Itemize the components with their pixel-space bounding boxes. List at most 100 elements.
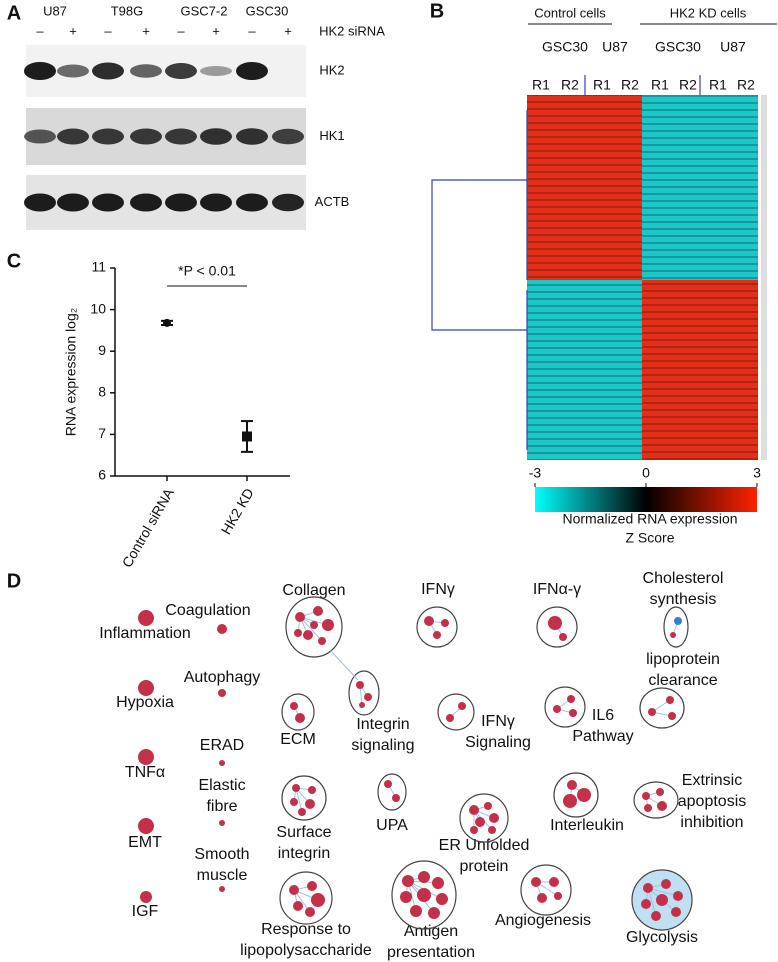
heatmap-block xyxy=(642,95,758,280)
band xyxy=(165,128,197,145)
sign: + xyxy=(142,23,150,38)
cell-line: GSC30 xyxy=(542,39,588,55)
cluster xyxy=(279,871,333,925)
band xyxy=(272,128,304,145)
term-label: fibre xyxy=(206,798,237,815)
sign: + xyxy=(69,23,77,38)
cell-line: U87 xyxy=(602,39,628,55)
node xyxy=(643,883,653,893)
cluster-outline xyxy=(536,606,578,648)
cluster-outline xyxy=(639,687,685,729)
sign: – xyxy=(104,23,112,38)
node xyxy=(569,709,577,717)
node xyxy=(484,802,492,810)
heatmap-block xyxy=(642,280,758,460)
node xyxy=(418,871,430,883)
cluster-outline xyxy=(285,596,343,658)
replicate: R2 xyxy=(737,77,755,93)
single-node xyxy=(219,886,225,892)
cluster xyxy=(285,596,343,658)
node xyxy=(294,629,302,637)
point xyxy=(242,431,252,442)
band xyxy=(130,128,162,145)
term-label: Pathway xyxy=(572,728,633,745)
node xyxy=(670,632,676,638)
term-label: integrin xyxy=(278,845,330,862)
sign: – xyxy=(177,23,185,38)
node xyxy=(648,708,656,716)
node xyxy=(289,885,299,895)
band xyxy=(57,128,89,145)
node xyxy=(458,702,466,710)
node xyxy=(318,637,326,645)
node xyxy=(668,712,676,720)
heatmap-block xyxy=(527,95,642,280)
node xyxy=(656,788,664,796)
cluster-outline xyxy=(377,773,407,811)
term-label: ECM xyxy=(280,731,316,748)
node xyxy=(644,804,652,812)
replicate: R2 xyxy=(561,77,579,93)
band xyxy=(24,193,56,212)
node xyxy=(559,633,567,641)
node xyxy=(436,893,448,905)
node xyxy=(307,881,317,891)
band xyxy=(57,193,89,212)
cluster-outline xyxy=(544,686,586,728)
band xyxy=(92,62,124,80)
term-label: muscle xyxy=(197,867,248,884)
term-label: Cholesterol xyxy=(643,570,724,587)
colorbar-tick-label: 3 xyxy=(753,465,761,481)
band xyxy=(236,128,268,145)
term-label: Surface xyxy=(276,824,331,841)
node xyxy=(488,826,496,834)
term-label: Interleukin xyxy=(550,817,624,834)
cluster xyxy=(281,693,315,731)
cluster-outline xyxy=(279,871,333,925)
node xyxy=(424,616,434,626)
node xyxy=(641,899,651,909)
node xyxy=(673,891,683,901)
point xyxy=(163,318,171,327)
single-node xyxy=(138,680,154,696)
cluster-outline xyxy=(348,670,380,716)
cluster-outline xyxy=(633,781,679,819)
node xyxy=(290,798,298,806)
node xyxy=(305,907,315,917)
term-label: presentation xyxy=(387,944,475,961)
node xyxy=(432,877,444,889)
single-node xyxy=(217,624,227,634)
node xyxy=(470,826,478,834)
term-label: Coagulation xyxy=(165,602,250,619)
band xyxy=(57,64,89,78)
cell-line: GSC30 xyxy=(246,3,289,18)
replicate: R2 xyxy=(679,77,697,93)
node xyxy=(322,619,334,631)
panel-letter: A xyxy=(7,2,21,24)
x-tick-label: Control siRNA xyxy=(119,485,178,570)
node xyxy=(548,616,562,630)
term-label: IFNγ xyxy=(481,713,515,730)
term-label: Extrinsic xyxy=(682,772,742,789)
band xyxy=(236,193,268,212)
cluster xyxy=(416,606,458,648)
cell-line: T98G xyxy=(111,3,144,18)
panel-letter: C xyxy=(7,250,21,272)
term-label: ER Unfolded xyxy=(439,837,530,854)
band xyxy=(92,128,124,145)
colorbar-label: Normalized RNA expression xyxy=(562,511,737,527)
node xyxy=(295,713,305,723)
cluster xyxy=(437,693,475,731)
node xyxy=(392,794,400,802)
cluster-outline xyxy=(553,772,599,818)
y-tick-label: 7 xyxy=(98,425,106,441)
term-label: apoptosis xyxy=(678,793,747,810)
node xyxy=(489,813,499,823)
node xyxy=(313,606,323,616)
sign: – xyxy=(36,23,44,38)
edge xyxy=(299,616,323,642)
cell-line: U87 xyxy=(43,3,67,18)
node xyxy=(567,780,577,790)
band xyxy=(130,64,162,78)
blot-label: HK2 xyxy=(319,62,344,77)
